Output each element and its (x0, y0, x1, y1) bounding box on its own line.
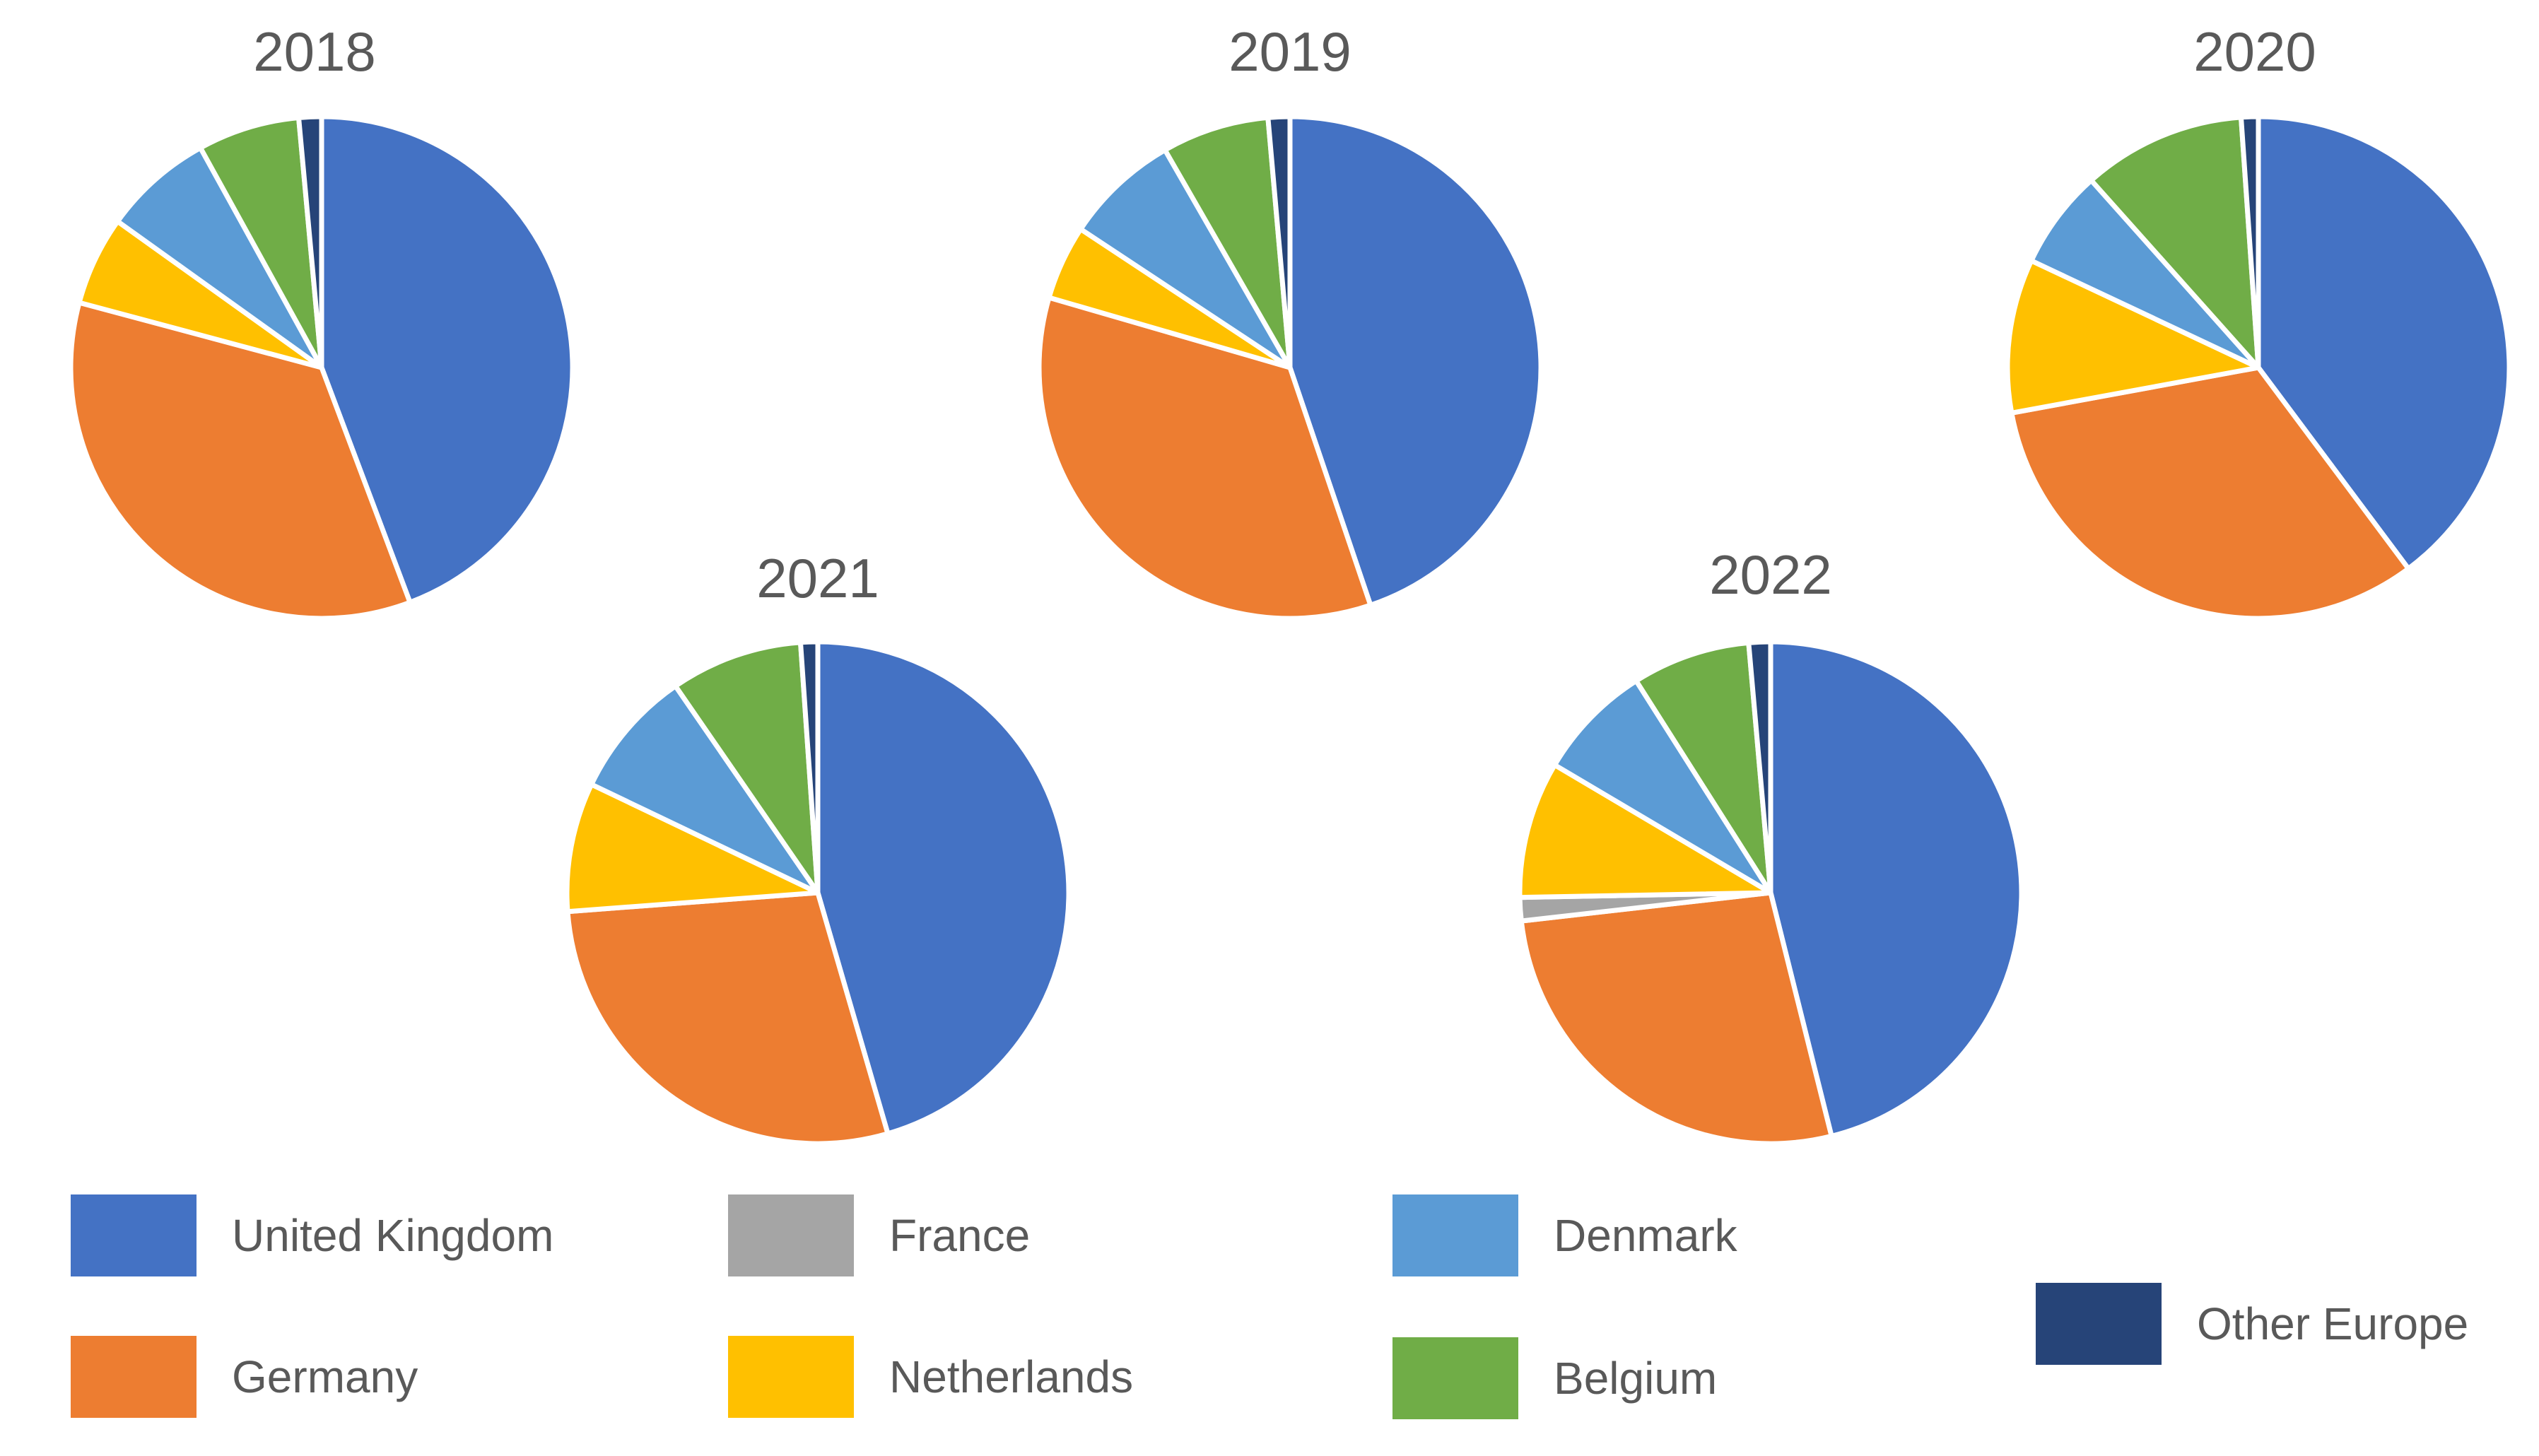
pie-slice-2022-germany (1518, 890, 1834, 1146)
pie-2020: 2020 (2005, 20, 2512, 621)
pie-title-2021: 2021 (756, 547, 879, 609)
pie-slice-2019-denmark (1078, 147, 1293, 370)
pie-slice-2022-netherlands (1517, 762, 1773, 900)
legend-swatch-germany (71, 1336, 197, 1418)
legend-item-france: France (728, 1194, 1030, 1276)
legend-swatch-united-kingdom (71, 1194, 197, 1276)
pie-slice-2022-belgium (1634, 640, 1773, 896)
pie-slice-2021-germany (565, 890, 891, 1146)
legend-swatch-france (728, 1194, 854, 1276)
pie-slice-2021-belgium (673, 640, 821, 896)
pie-slice-2020-belgium (2089, 115, 2261, 370)
pie-slice-2019-belgium (1162, 115, 1293, 370)
pie-slice-2022-united-kingdom (1768, 639, 2024, 1139)
pie-2019: 2019 (1036, 20, 1544, 621)
legend-label-belgium: Belgium (1554, 1353, 1718, 1404)
legend-item-denmark: Denmark (1392, 1194, 1737, 1276)
pie-slice-2021-denmark (589, 683, 821, 896)
pie-slice-2021-other-europe (797, 639, 821, 896)
pie-slice-2020-germany (2009, 365, 2411, 621)
pie-slice-2019-germany (1036, 295, 1373, 621)
pie-title-2022: 2022 (1709, 544, 1832, 606)
pie-slice-2018-united-kingdom (319, 114, 575, 605)
legend-label-other-europe: Other Europe (2197, 1298, 2469, 1349)
legend-item-other-europe: Other Europe (2036, 1283, 2468, 1365)
pie-title-2018: 2018 (253, 20, 376, 83)
legend-label-france: France (889, 1210, 1031, 1261)
pie-title-2020: 2020 (2193, 20, 2316, 83)
legend-item-belgium: Belgium (1392, 1337, 1717, 1419)
pie-slice-2022-other-europe (1746, 639, 1773, 896)
pie-2021: 2021 (564, 547, 1072, 1146)
pie-slice-2020-denmark (2029, 177, 2261, 370)
pie-slice-2020-netherlands (2005, 258, 2261, 416)
pie-slice-2018-other-europe (296, 114, 324, 370)
legend-swatch-belgium (1392, 1337, 1518, 1419)
pie-slice-2020-other-europe (2238, 114, 2261, 370)
pie-slice-2018-belgium (198, 115, 324, 370)
legend-label-germany: Germany (232, 1351, 418, 1402)
pie-slice-2018-germany (68, 300, 413, 621)
pie-title-2019: 2019 (1229, 20, 1351, 83)
legend-item-netherlands: Netherlands (728, 1336, 1133, 1418)
legend-swatch-netherlands (728, 1336, 854, 1418)
legend-label-netherlands: Netherlands (889, 1351, 1134, 1402)
pie-slice-2021-united-kingdom (815, 639, 1072, 1137)
legend-label-denmark: Denmark (1554, 1210, 1737, 1261)
legend-label-united-kingdom: United Kingdom (232, 1210, 554, 1261)
pie-slice-2020-united-kingdom (2256, 114, 2512, 572)
legend-item-germany: Germany (71, 1336, 418, 1418)
legend-item-united-kingdom: United Kingdom (71, 1194, 553, 1276)
legend-swatch-other-europe (2036, 1283, 2162, 1365)
pie-slice-2019-other-europe (1265, 114, 1293, 370)
legend-swatch-denmark (1392, 1194, 1518, 1276)
pie-2018: 2018 (68, 20, 575, 621)
pie-2022: 2022 (1517, 544, 2024, 1146)
pie-slice-2018-denmark (115, 145, 324, 370)
pie-slice-2019-united-kingdom (1287, 114, 1544, 608)
pie-slice-2021-netherlands (564, 782, 821, 915)
pie-slice-2022-denmark (1552, 678, 1773, 896)
